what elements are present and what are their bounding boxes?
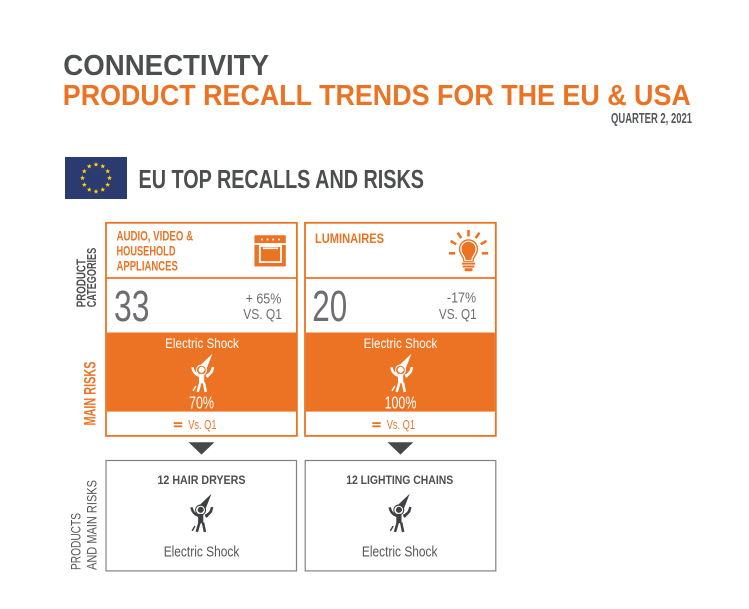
svg-text:Vs. Q1: Vs. Q1: [188, 417, 216, 432]
svg-text:VS. Q1: VS. Q1: [439, 307, 477, 323]
svg-text:PRODUCTS: PRODUCTS: [67, 513, 83, 570]
svg-text:CATEGORIES: CATEGORIES: [84, 248, 99, 308]
svg-text:AUDIO, VIDEO &: AUDIO, VIDEO &: [117, 228, 194, 243]
svg-text:70%: 70%: [189, 392, 214, 412]
svg-text:33: 33: [114, 283, 150, 331]
svg-text:Electric Shock: Electric Shock: [364, 335, 439, 351]
svg-text:PRODUCT RECALL TRENDS FOR THE: PRODUCT RECALL TRENDS FOR THE EU & USA: [63, 80, 691, 112]
svg-text:Electric Shock: Electric Shock: [362, 545, 438, 561]
svg-text:Electric Shock: Electric Shock: [164, 545, 240, 561]
svg-text:PRODUCT: PRODUCT: [74, 259, 89, 307]
svg-text:CONNECTIVITY: CONNECTIVITY: [63, 50, 269, 82]
svg-text:EU TOP RECALLS AND RISKS: EU TOP RECALLS AND RISKS: [139, 166, 425, 194]
svg-text:MAIN RISKS: MAIN RISKS: [81, 361, 99, 425]
svg-text:Vs. Q1: Vs. Q1: [387, 417, 415, 432]
svg-text:AND MAIN RISKS: AND MAIN RISKS: [83, 480, 99, 570]
svg-text:HOUSEHOLD: HOUSEHOLD: [117, 243, 176, 258]
svg-text:+ 65%: + 65%: [246, 291, 282, 307]
svg-text:APPLIANCES: APPLIANCES: [117, 259, 178, 274]
svg-text:20: 20: [312, 283, 347, 331]
svg-text:LUMINAIRES: LUMINAIRES: [315, 231, 384, 246]
svg-text:12 LIGHTING CHAINS: 12 LIGHTING CHAINS: [346, 473, 453, 487]
svg-text:100%: 100%: [385, 392, 417, 412]
svg-text:QUARTER 2, 2021: QUARTER 2, 2021: [611, 111, 692, 127]
svg-text:Electric Shock: Electric Shock: [165, 335, 240, 351]
svg-text:VS. Q1: VS. Q1: [243, 307, 282, 323]
svg-text:-17%: -17%: [447, 291, 476, 307]
svg-text:12 HAIR DRYERS: 12 HAIR DRYERS: [158, 473, 246, 487]
